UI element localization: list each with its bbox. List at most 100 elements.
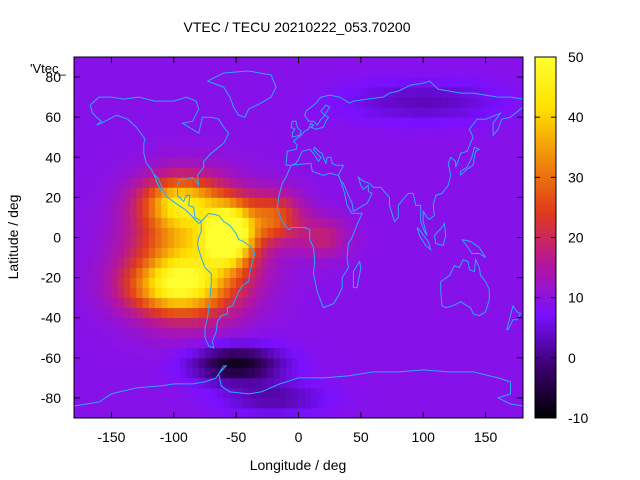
heatmap-cell <box>367 287 374 299</box>
heatmap-cell <box>491 117 499 128</box>
heatmap-cell <box>211 357 218 369</box>
coastline-sumatra <box>416 227 432 251</box>
heatmap-cell <box>441 187 449 198</box>
heatmap-cell <box>504 67 511 78</box>
heatmap-cell <box>223 167 231 178</box>
heatmap-cell <box>342 187 349 198</box>
heatmap-cell <box>98 57 106 68</box>
heatmap-cell <box>248 147 256 158</box>
heatmap-cell <box>323 327 331 339</box>
heatmap-cell <box>74 117 81 128</box>
heatmap-cell <box>441 137 449 148</box>
heatmap-cell <box>242 107 250 118</box>
heatmap-cell <box>335 197 343 208</box>
heatmap-cell <box>485 357 493 369</box>
heatmap-cell <box>192 367 200 379</box>
heatmap-cell <box>348 117 356 128</box>
heatmap-cell <box>74 257 81 268</box>
heatmap-cell <box>448 267 455 279</box>
heatmap-cell <box>423 307 430 319</box>
heatmap-cell <box>485 297 493 309</box>
heatmap-cell <box>192 287 200 299</box>
heatmap-cell <box>448 167 455 178</box>
heatmap-cell <box>198 317 206 329</box>
heatmap-cell <box>479 357 486 369</box>
heatmap-cell <box>136 87 143 98</box>
heatmap-cell <box>74 387 81 399</box>
heatmap-cell <box>105 157 112 168</box>
heatmap-cell <box>105 67 112 78</box>
heatmap-cell <box>392 67 399 78</box>
heatmap-cell <box>460 247 468 258</box>
heatmap-cell <box>286 77 293 88</box>
heatmap-cell <box>117 257 125 268</box>
heatmap-cell <box>379 267 387 279</box>
heatmap-cell <box>304 237 312 248</box>
heatmap-cell <box>204 87 212 98</box>
heatmap-cell <box>504 247 511 258</box>
heatmap-cell <box>211 177 218 188</box>
heatmap-cell <box>292 77 299 88</box>
heatmap-cell <box>310 187 318 198</box>
heatmap-cell <box>211 297 218 309</box>
heatmap-cell <box>329 217 337 228</box>
heatmap-cell <box>167 377 175 389</box>
heatmap-cell <box>204 157 212 168</box>
heatmap-cell <box>354 187 362 198</box>
heatmap-cell <box>229 217 237 228</box>
heatmap-cell <box>460 227 468 238</box>
heatmap-cell <box>310 77 318 88</box>
heatmap-cell <box>92 207 100 218</box>
heatmap-cell <box>98 277 106 289</box>
heatmap-cell <box>354 137 362 148</box>
heatmap-cell <box>142 277 150 289</box>
heatmap-cell <box>354 347 362 359</box>
heatmap-cell <box>304 217 312 228</box>
heatmap-cell <box>491 87 499 98</box>
heatmap-cell <box>155 157 162 168</box>
heatmap-cell <box>404 247 412 258</box>
heatmap-cell <box>92 197 100 208</box>
heatmap-cell <box>466 77 474 88</box>
heatmap-cell <box>105 267 112 279</box>
heatmap-cell <box>373 347 380 359</box>
heatmap-cell <box>473 167 480 178</box>
heatmap-cell <box>379 97 387 108</box>
heatmap-cell <box>373 337 380 349</box>
heatmap-cell <box>416 147 424 158</box>
heatmap-cell <box>298 247 306 258</box>
heatmap-cell <box>242 307 250 319</box>
heatmap-cell <box>74 397 81 409</box>
heatmap-cell <box>516 287 524 299</box>
heatmap-cell <box>86 217 94 228</box>
heatmap-cell <box>267 167 274 178</box>
heatmap-cell <box>217 97 225 108</box>
heatmap-cell <box>354 157 362 168</box>
heatmap-cell <box>410 397 418 409</box>
heatmap-cell <box>454 327 462 339</box>
heatmap-cell <box>198 377 206 389</box>
heatmap-cell <box>261 87 268 98</box>
heatmap-cell <box>292 57 299 68</box>
heatmap-cell <box>279 287 287 299</box>
heatmap-cell <box>74 67 81 78</box>
heatmap-cell <box>229 227 237 238</box>
heatmap-cell <box>261 257 268 268</box>
heatmap-cell <box>229 237 237 248</box>
heatmap-cell <box>516 187 524 198</box>
heatmap-cell <box>367 387 374 399</box>
heatmap-cell <box>323 137 331 148</box>
heatmap-cell <box>248 377 256 389</box>
heatmap-cell <box>286 277 293 289</box>
heatmap-cell <box>410 197 418 208</box>
heatmap-cell <box>373 327 380 339</box>
heatmap-cell <box>392 187 399 198</box>
heatmap-cell <box>335 337 343 349</box>
heatmap-cell <box>111 247 119 258</box>
heatmap-cell <box>323 397 331 409</box>
heatmap-cell <box>279 277 287 289</box>
heatmap-cell <box>416 167 424 178</box>
heatmap-cell <box>473 127 480 138</box>
heatmap-cell <box>360 397 368 409</box>
